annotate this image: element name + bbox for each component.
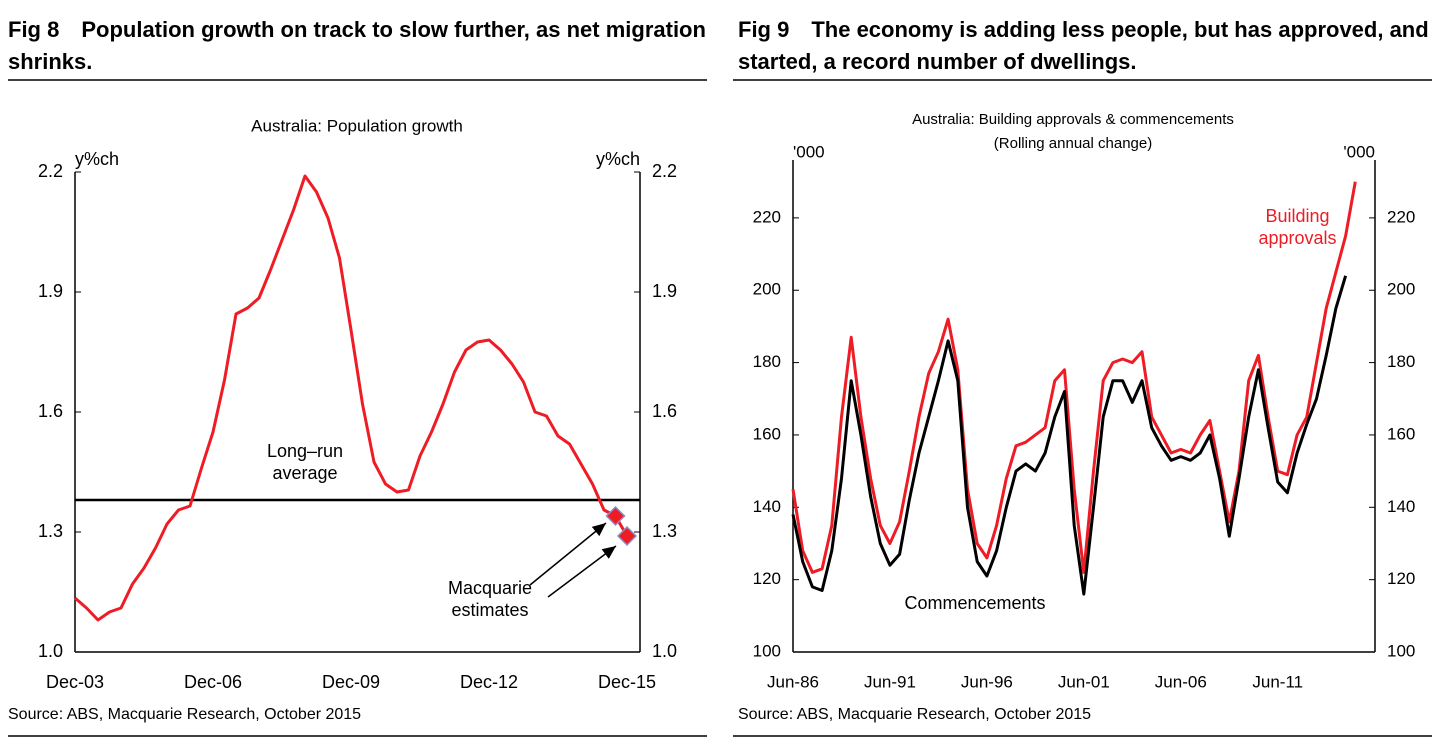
y-tick-label: 140 xyxy=(753,497,781,516)
diamond-marker xyxy=(605,505,626,527)
y2-tick-label: 140 xyxy=(1387,497,1415,516)
source: Source: ABS, Macquarie Research, October… xyxy=(738,706,1092,723)
chart-title: Australia: Building approvals & commence… xyxy=(912,111,1234,128)
y2-tick-label: 1.6 xyxy=(652,401,677,421)
y2-tick-label: 2.2 xyxy=(652,161,677,181)
annotation: Macquarie estimates xyxy=(447,578,533,620)
y2-tick-label: 100 xyxy=(1387,641,1415,660)
line-series xyxy=(791,275,1348,596)
heading: Fig 9 The economy is adding less people, … xyxy=(738,14,1440,78)
y-tick-label: 160 xyxy=(753,424,781,443)
y2-axis-label: '000 xyxy=(1343,142,1375,161)
y-tick-label: 1.0 xyxy=(38,641,63,661)
fig-label: Fig 8 xyxy=(8,17,60,42)
x-tick-label: Dec-06 xyxy=(184,672,242,692)
y-axis-label: y%ch xyxy=(75,149,119,169)
reference-label: Long–run average xyxy=(266,441,344,483)
x-tick-label: Dec-12 xyxy=(460,672,518,692)
y-tick-label: 120 xyxy=(753,569,781,588)
y2-tick-label: 220 xyxy=(1387,207,1415,226)
series-label: Building approvals xyxy=(1258,206,1337,248)
heading: Fig 8 Population growth on track to slow … xyxy=(8,14,708,78)
line-series xyxy=(74,174,629,622)
y-tick-label: 200 xyxy=(753,280,781,299)
x-tick-label: Jun-01 xyxy=(1058,672,1110,691)
fig-label: Fig 9 xyxy=(738,17,790,42)
x-tick-label: Jun-86 xyxy=(767,672,819,691)
diamond-marker xyxy=(616,525,638,547)
y2-tick-label: 1.3 xyxy=(652,521,677,541)
series-label: Commencements xyxy=(904,593,1046,613)
x-tick-label: Dec-03 xyxy=(46,672,104,692)
chart-title: Australia: Population growth xyxy=(251,116,463,135)
y-tick-label: 2.2 xyxy=(38,161,63,181)
x-tick-label: Jun-11 xyxy=(1252,672,1303,691)
source: Source: ABS, Macquarie Research, October… xyxy=(8,706,362,723)
y2-tick-label: 120 xyxy=(1387,569,1415,588)
y-tick-label: 180 xyxy=(753,352,781,371)
y-tick-label: 1.6 xyxy=(38,401,63,421)
x-tick-label: Jun-06 xyxy=(1155,672,1207,691)
arrow xyxy=(547,545,617,598)
y2-tick-label: 1.9 xyxy=(652,281,677,301)
y2-tick-label: 200 xyxy=(1387,280,1415,299)
y2-tick-label: 1.0 xyxy=(652,641,677,661)
y-tick-label: 220 xyxy=(753,207,781,226)
y2-axis-label: y%ch xyxy=(596,149,640,169)
y2-tick-label: 160 xyxy=(1387,424,1415,443)
y-tick-label: 1.9 xyxy=(38,281,63,301)
x-tick-label: Dec-15 xyxy=(598,672,656,692)
y-axis-label: '000 xyxy=(793,142,825,161)
heading-text: The economy is adding less people, but h… xyxy=(738,17,1429,74)
x-tick-label: Jun-91 xyxy=(864,672,916,691)
line-series xyxy=(791,181,1357,574)
x-tick-label: Jun-96 xyxy=(961,672,1013,691)
arrow xyxy=(529,522,607,586)
y-tick-label: 1.3 xyxy=(38,521,63,541)
chart-subtitle: (Rolling annual change) xyxy=(994,135,1152,152)
heading-text: Population growth on track to slow furth… xyxy=(8,17,706,74)
y2-tick-label: 180 xyxy=(1387,352,1415,371)
x-tick-label: Dec-09 xyxy=(322,672,380,692)
y-tick-label: 100 xyxy=(753,641,781,660)
